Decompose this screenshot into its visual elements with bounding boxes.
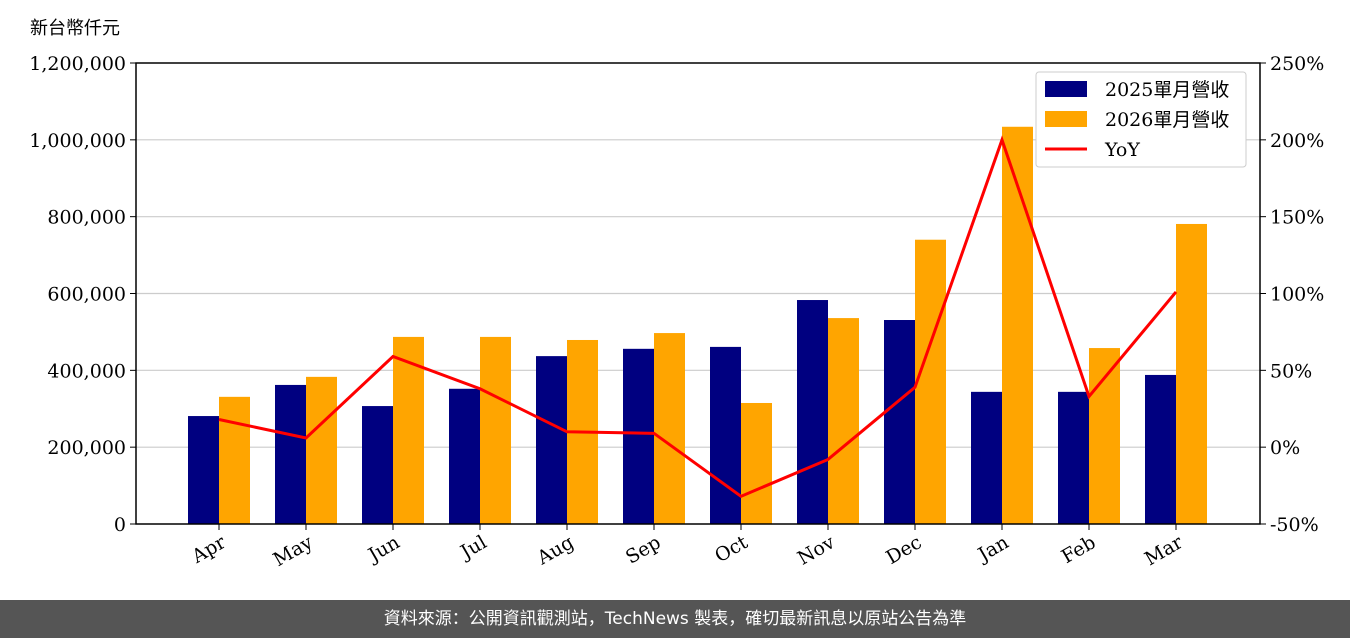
- x-tick-label: Feb: [1058, 531, 1100, 568]
- bar-2026單月營收: [828, 318, 859, 524]
- x-tick-label: Jul: [455, 531, 490, 564]
- bar-2025單月營收: [1058, 391, 1089, 524]
- left-tick-label: 400,000: [47, 360, 126, 382]
- legend-label: YoY: [1104, 139, 1140, 161]
- x-tick-label: Jan: [973, 531, 1013, 567]
- bar-2025單月營收: [797, 300, 828, 524]
- bar-2025單月營收: [884, 320, 915, 524]
- plot-frame: [135, 62, 1261, 525]
- right-tick-label: -50%: [1270, 514, 1319, 536]
- bar-2025單月營收: [536, 356, 567, 524]
- footer-source: 資料來源：公開資訊觀測站，TechNews 製表，確切最新訊息以原站公告為準: [0, 600, 1350, 638]
- left-tick-label: 1,200,000: [29, 53, 126, 75]
- x-tick-label: Apr: [187, 531, 230, 568]
- bar-2026單月營收: [915, 239, 946, 524]
- x-tick-label: Nov: [794, 531, 839, 570]
- right-tick-label: 150%: [1270, 207, 1324, 229]
- bar-2026單月營收: [1089, 348, 1120, 524]
- x-tick-label: Oct: [711, 531, 752, 567]
- x-tick-label: May: [270, 531, 317, 571]
- x-tick-label: Sep: [622, 531, 665, 568]
- bar-2026單月營收: [306, 376, 337, 524]
- yoy-line: [218, 135, 1178, 499]
- bar-2026單月營收: [1176, 223, 1207, 525]
- bar-2026單月營收: [1002, 126, 1033, 524]
- left-tick-label: 0: [114, 514, 126, 536]
- bar-2026單月營收: [654, 333, 685, 524]
- right-tick-label: 50%: [1270, 360, 1312, 382]
- bar-2026單月營收: [219, 396, 250, 524]
- bar-2025單月營收: [623, 348, 654, 524]
- bar-2025單月營收: [1145, 374, 1176, 524]
- right-tick-label: 250%: [1270, 53, 1324, 75]
- x-tick-label: Dec: [882, 531, 925, 569]
- bar-2025單月營收: [188, 416, 219, 524]
- left-tick-label: 200,000: [47, 437, 126, 459]
- right-tick-label: 100%: [1270, 284, 1324, 306]
- bar-2025單月營收: [362, 406, 393, 524]
- left-tick-label: 1,000,000: [29, 130, 126, 152]
- bar-2026單月營收: [480, 336, 511, 524]
- bar-2025單月營收: [449, 388, 480, 524]
- unit-label: 新台幣仟元: [30, 18, 120, 39]
- right-tick-label: 200%: [1270, 130, 1324, 152]
- bar-2025單月營收: [275, 384, 306, 524]
- bar-2025單月營收: [710, 346, 741, 524]
- chart: 0 200,000 400,000 600,000 800,000 1,000,000 1,…: [29, 53, 1324, 571]
- legend-swatch: [1045, 111, 1087, 127]
- bar-2026單月營收: [393, 336, 424, 524]
- x-tick-label: Mar: [1141, 531, 1187, 570]
- legend-swatch: [1045, 81, 1087, 97]
- left-tick-label: 600,000: [47, 284, 126, 306]
- legend-label: 2025單月營收: [1105, 79, 1229, 101]
- x-tick-label: Aug: [533, 531, 578, 570]
- legend-box: [1035, 71, 1247, 168]
- legend: 2025單月營收 2026單月營收 YoY: [1035, 71, 1247, 168]
- bar-2026單月營收: [741, 402, 772, 524]
- x-tick-label: Jun: [363, 531, 404, 567]
- left-tick-label: 800,000: [47, 207, 126, 229]
- right-tick-label: 0%: [1270, 437, 1300, 459]
- bar-2025單月營收: [971, 391, 1002, 524]
- legend-label: 2026單月營收: [1105, 109, 1229, 131]
